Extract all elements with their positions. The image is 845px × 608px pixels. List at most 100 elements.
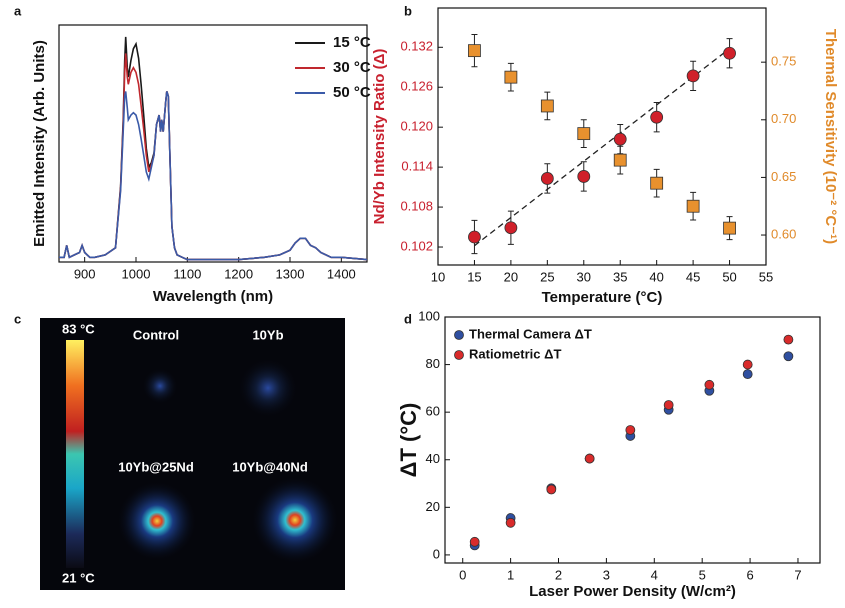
legend-label: 15 °C xyxy=(333,34,371,51)
x-axis-title: Temperature (°C) xyxy=(542,289,663,306)
point xyxy=(650,110,664,124)
y-axis-title: ΔT (°C) xyxy=(396,403,421,478)
x-tick-label: 1200 xyxy=(224,266,253,281)
x-tick-label: 40 xyxy=(649,269,663,284)
scale-min: 21 °C xyxy=(62,570,95,585)
y2-tick-label: 0.75 xyxy=(771,54,796,69)
x-tick-label: 0 xyxy=(459,567,466,582)
point xyxy=(546,484,557,495)
panel-c: 83 °C 21 °C Control 10Yb 10Yb@25Nd 10Yb@… xyxy=(14,311,345,590)
fit-line xyxy=(474,48,730,247)
point xyxy=(663,400,674,410)
x-tick-label: 3 xyxy=(603,567,610,582)
point xyxy=(505,517,516,528)
x-axis-title: Wavelength (nm) xyxy=(153,288,273,305)
legend-swatch xyxy=(454,350,464,360)
panel-label: d xyxy=(404,311,412,326)
sample-label: Control xyxy=(133,327,179,342)
y-axis-title: Nd/Yb Intensity Ratio (Δ) xyxy=(371,49,388,225)
x-tick-label: 20 xyxy=(504,269,518,284)
point xyxy=(469,536,480,547)
x-tick-label: 2 xyxy=(555,567,562,582)
sample-label: 10Yb@25Nd xyxy=(118,459,194,474)
x-tick-label: 35 xyxy=(613,269,627,284)
point xyxy=(686,69,700,83)
y-tick-label: 0.132 xyxy=(400,39,433,54)
spectrum-line xyxy=(59,91,368,261)
y-tick-label: 80 xyxy=(426,356,440,371)
x-tick-label: 6 xyxy=(746,567,753,582)
color-scale xyxy=(66,340,84,568)
x-tick-label: 30 xyxy=(577,269,591,284)
legend-label: Thermal Camera ΔT xyxy=(469,326,592,341)
plot-frame xyxy=(58,24,368,263)
y-tick-label: 60 xyxy=(426,404,440,419)
point xyxy=(577,170,591,183)
x-tick-label: 25 xyxy=(540,269,554,284)
y2-tick-label: 0.65 xyxy=(771,169,796,184)
x-tick-label: 1100 xyxy=(173,266,201,281)
panel-label: b xyxy=(404,3,412,18)
point xyxy=(783,351,794,362)
x-tick-label: 7 xyxy=(794,567,801,582)
point xyxy=(468,230,481,244)
x-axis-title: Laser Power Density (W/cm²) xyxy=(529,583,736,600)
legend-label: 50 °C xyxy=(333,84,371,101)
y-tick-label: 0.126 xyxy=(400,79,433,94)
x-tick-label: 15 xyxy=(467,269,481,284)
point xyxy=(650,176,664,190)
x-tick-label: 55 xyxy=(759,269,773,284)
point xyxy=(742,359,753,370)
x-tick-label: 900 xyxy=(74,266,96,281)
y-tick-label: 0.120 xyxy=(400,119,433,134)
sample-label: 10Yb xyxy=(252,327,283,342)
panel-label: c xyxy=(14,311,21,326)
x-tick-label: 4 xyxy=(651,567,658,582)
y2-axis-title: Thermal Sensitivity (10⁻² °C⁻¹) xyxy=(822,29,839,244)
scale-max: 83 °C xyxy=(62,321,95,336)
y-tick-label: 0.114 xyxy=(401,159,433,174)
point xyxy=(723,46,736,60)
x-tick-label: 50 xyxy=(722,269,736,284)
y-tick-label: 100 xyxy=(418,308,440,323)
point xyxy=(783,334,794,345)
y-tick-label: 20 xyxy=(426,499,440,514)
plot-frame xyxy=(437,7,767,266)
spectrum-line xyxy=(59,53,368,261)
point xyxy=(613,153,627,167)
glow xyxy=(142,368,178,404)
y-axis-title: Emitted Intensity (Arb. Units) xyxy=(31,40,48,247)
y2-tick-label: 0.70 xyxy=(771,111,796,126)
y-tick-label: 40 xyxy=(426,451,440,466)
x-tick-label: 1 xyxy=(507,567,514,582)
x-tick-label: 1000 xyxy=(122,266,151,281)
point xyxy=(613,132,627,146)
y-tick-label: 0.102 xyxy=(400,238,433,253)
legend-label: Ratiometric ΔT xyxy=(469,346,561,361)
x-tick-label: 1300 xyxy=(276,266,305,281)
glow xyxy=(238,358,298,418)
x-tick-label: 5 xyxy=(699,567,706,582)
point xyxy=(577,127,591,141)
panel-label: a xyxy=(14,3,22,18)
glow xyxy=(251,476,339,564)
point xyxy=(625,425,636,435)
point xyxy=(540,99,554,113)
point xyxy=(504,70,518,84)
point xyxy=(742,369,753,379)
point xyxy=(468,44,481,58)
x-tick-label: 45 xyxy=(686,269,700,284)
point xyxy=(504,221,518,235)
point xyxy=(584,453,595,464)
legend-label: 30 °C xyxy=(333,59,371,76)
legend-swatch xyxy=(454,330,464,340)
x-tick-label: 10 xyxy=(431,269,445,284)
y-tick-label: 0.108 xyxy=(400,199,433,214)
point xyxy=(540,172,554,185)
plot-frame xyxy=(444,316,821,564)
x-tick-label: 1400 xyxy=(327,266,356,281)
point xyxy=(686,199,700,213)
glow xyxy=(117,481,197,561)
sample-label: 10Yb@40Nd xyxy=(232,459,308,474)
